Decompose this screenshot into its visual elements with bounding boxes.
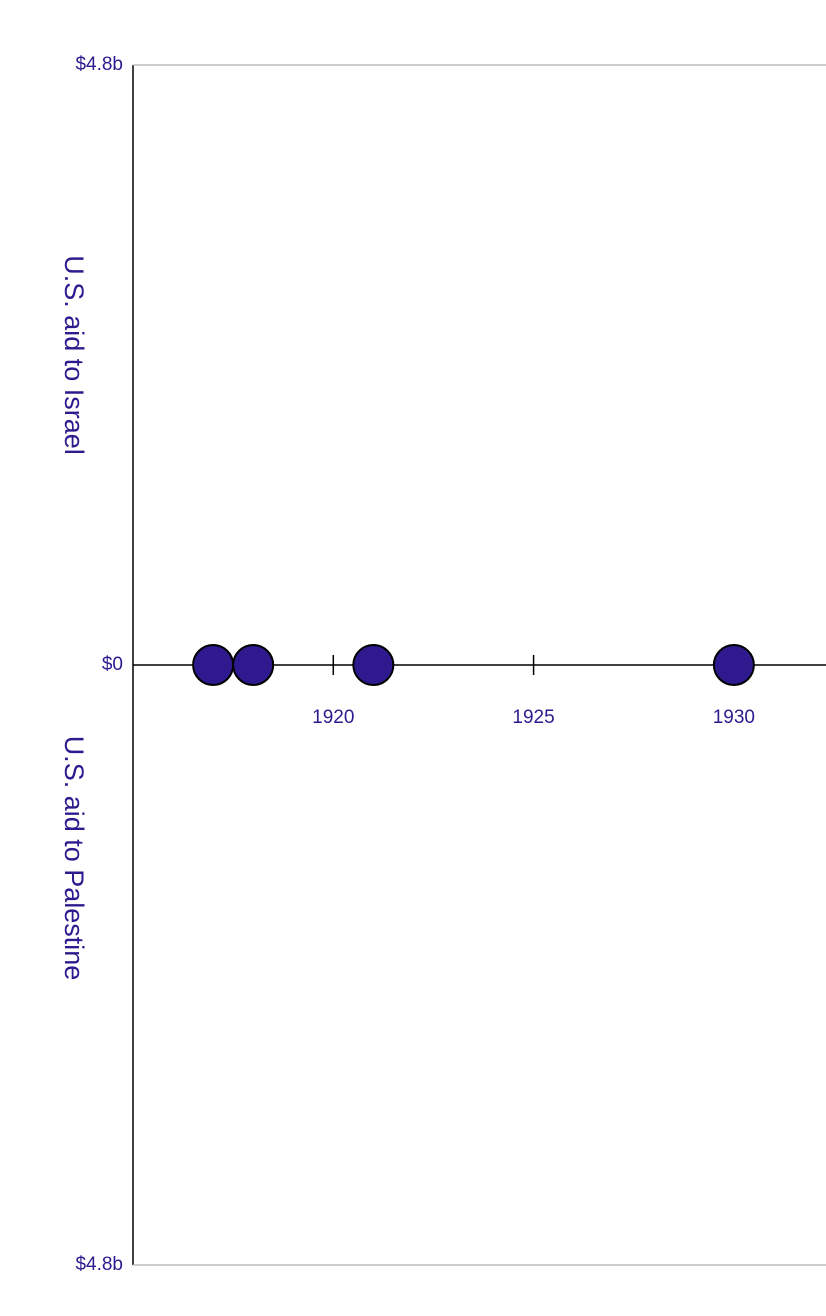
y-axis-title: U.S. aid to Palestine [59, 736, 89, 981]
y-tick-label: $0 [102, 654, 123, 675]
x-tick-label: 1920 [312, 707, 354, 728]
x-tick-label: 1925 [512, 707, 554, 728]
x-tick-label: 1930 [713, 707, 755, 728]
point [232, 644, 275, 686]
y-tick-label: $4.8b [75, 1254, 123, 1275]
y-axis-title: U.S. aid to Israel [59, 255, 89, 455]
point [712, 644, 755, 686]
point [192, 644, 235, 686]
point [352, 644, 395, 686]
y-tick-label: $4.8b [75, 54, 123, 75]
